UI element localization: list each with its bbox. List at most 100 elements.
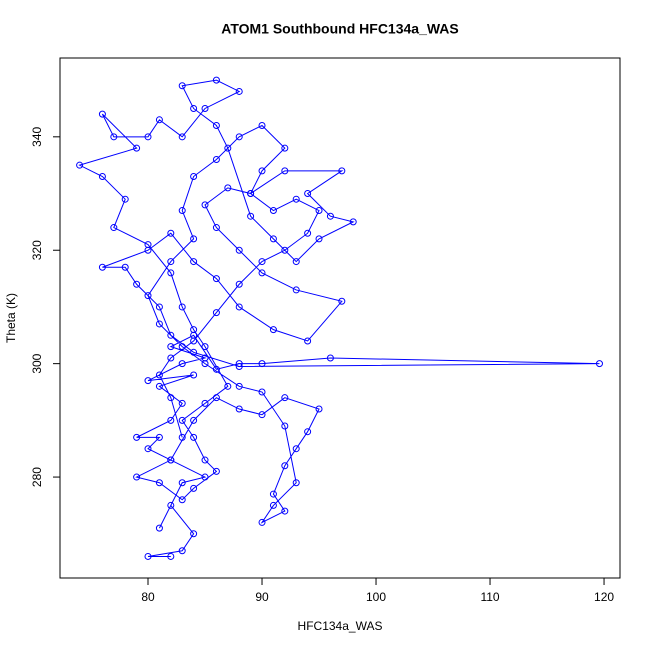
data-point	[269, 207, 277, 215]
data-point	[167, 394, 175, 402]
data-point	[155, 433, 163, 441]
data-point	[133, 473, 141, 481]
data-point	[133, 280, 141, 288]
data-point	[98, 110, 106, 118]
y-axis-label: Theta (K)	[4, 293, 18, 343]
data-point	[338, 297, 346, 305]
data-point	[167, 269, 175, 277]
data-point	[269, 490, 277, 498]
data-point	[190, 530, 198, 538]
data-point	[292, 286, 300, 294]
data-point	[201, 343, 209, 351]
data-point	[269, 235, 277, 243]
data-point	[304, 337, 312, 345]
data-point	[190, 326, 198, 334]
data-point	[190, 371, 198, 379]
data-point	[315, 207, 323, 215]
data-point	[338, 167, 346, 175]
data-point	[98, 173, 106, 181]
data-point	[258, 388, 266, 396]
data-point	[292, 479, 300, 487]
data-point	[326, 212, 334, 220]
data-point	[235, 87, 243, 95]
data-point	[167, 343, 175, 351]
data-point	[258, 360, 266, 368]
data-point	[304, 229, 312, 237]
data-point	[178, 433, 186, 441]
data-point	[235, 280, 243, 288]
data-point	[201, 201, 209, 209]
data-point	[178, 399, 186, 407]
data-point	[178, 303, 186, 311]
data-point	[144, 445, 152, 453]
data-point	[133, 144, 141, 152]
data-point	[281, 422, 289, 430]
data-point	[258, 518, 266, 526]
data-point	[178, 360, 186, 368]
data-point	[281, 144, 289, 152]
data-point	[190, 337, 198, 345]
x-tick-label: 80	[141, 590, 155, 604]
data-point	[281, 246, 289, 254]
data-point	[167, 258, 175, 266]
data-point	[167, 552, 175, 560]
data-point	[258, 258, 266, 266]
data-point	[178, 479, 186, 487]
data-point	[144, 377, 152, 385]
data-point	[235, 303, 243, 311]
x-tick-label: 90	[255, 590, 269, 604]
data-point	[281, 167, 289, 175]
data-point	[258, 121, 266, 129]
data-point	[212, 156, 220, 164]
data-point	[269, 326, 277, 334]
y-tick-label: 280	[30, 467, 44, 487]
data-point	[178, 207, 186, 215]
data-point	[155, 371, 163, 379]
data-point	[235, 382, 243, 390]
x-tick-label: 120	[594, 590, 614, 604]
data-point	[167, 416, 175, 424]
y-tick-label: 300	[30, 353, 44, 373]
data-point	[133, 433, 141, 441]
data-point	[155, 320, 163, 328]
data-point	[247, 212, 255, 220]
plot-frame	[59, 57, 621, 579]
x-tick-label: 110	[480, 590, 499, 604]
data-point	[349, 218, 357, 226]
data-point	[121, 195, 129, 203]
data-point	[258, 269, 266, 277]
data-point	[595, 360, 603, 368]
data-point	[144, 552, 152, 560]
data-point	[304, 190, 312, 198]
data-point	[212, 365, 220, 373]
data-point	[212, 309, 220, 317]
data-point	[212, 467, 220, 475]
data-point	[167, 229, 175, 237]
data-point	[326, 354, 334, 362]
data-point	[110, 224, 118, 232]
data-point	[212, 224, 220, 232]
data-point	[144, 133, 152, 141]
chart-title: ATOM1 Southbound HFC134a_WAS	[221, 21, 459, 37]
data-point	[212, 275, 220, 283]
data-point	[190, 416, 198, 424]
data-point	[315, 235, 323, 243]
data-point	[155, 524, 163, 532]
data-point	[235, 362, 243, 370]
data-point	[155, 116, 163, 124]
x-axis-label: HFC134a_WAS	[298, 619, 383, 633]
data-point	[281, 462, 289, 470]
data-point	[121, 263, 129, 271]
data-point	[258, 411, 266, 419]
data-point	[269, 501, 277, 509]
data-point	[167, 456, 175, 464]
data-point	[178, 416, 186, 424]
data-point	[224, 382, 232, 390]
data-point	[292, 445, 300, 453]
x-tick-label: 100	[366, 590, 386, 604]
data-point	[201, 104, 209, 112]
data-point	[190, 258, 198, 266]
data-point	[212, 121, 220, 129]
data-point	[178, 547, 186, 555]
